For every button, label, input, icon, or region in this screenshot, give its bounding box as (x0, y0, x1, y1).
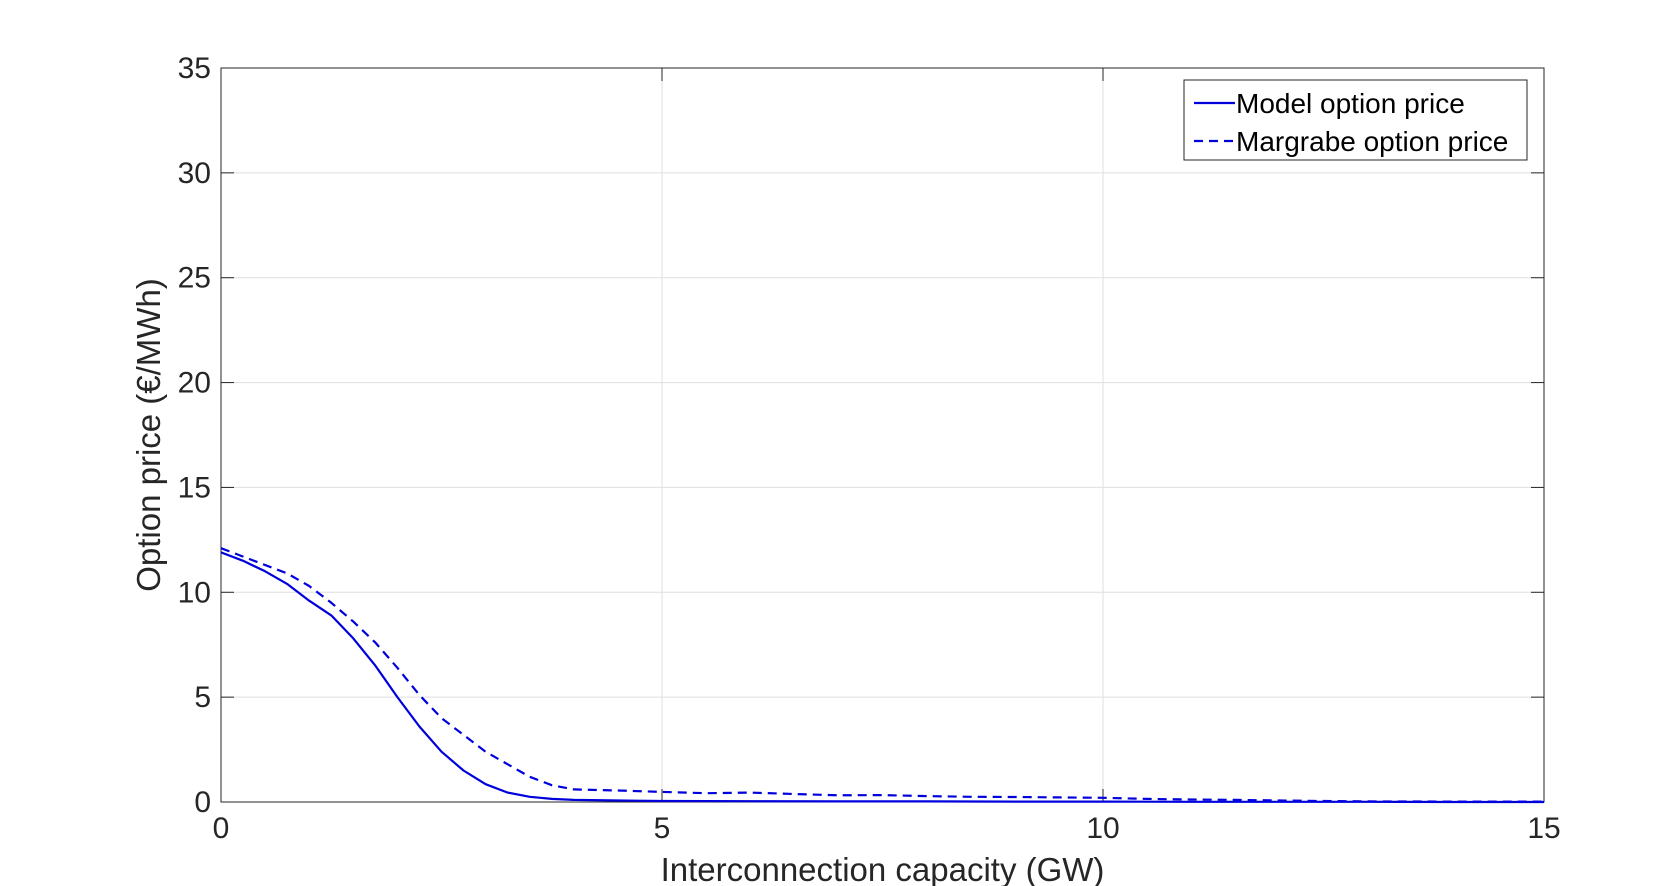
y-tick-label-2: 10 (178, 576, 211, 609)
axis-ticks (220, 67, 1545, 803)
y-tick-label-5: 25 (178, 262, 211, 295)
y-tick-label-0: 0 (194, 786, 211, 819)
y-tick-label-3: 15 (178, 471, 211, 504)
legend-box (1183, 79, 1528, 161)
legend-label-margrabe-option-price: Margrabe option price (1236, 126, 1508, 157)
y-tick-label-1: 5 (194, 681, 211, 714)
legend: Model option price Margrabe option price (1183, 79, 1528, 161)
y-tick-label-4: 20 (178, 367, 211, 400)
series-lines (220, 547, 1544, 804)
x-tick-label-0: 0 (213, 812, 230, 845)
x-tick-label-1: 5 (654, 812, 671, 845)
y-tick-label-7: 35 (178, 52, 211, 85)
series-line-0 (220, 551, 1544, 804)
tick-labels: 0 5 10 15 0 5 10 15 20 25 30 35 (178, 52, 1561, 845)
x-tick-label-3: 15 (1527, 812, 1560, 845)
x-tick-label-2: 10 (1086, 812, 1119, 845)
x-axis-title: Interconnection capacity (GW) (661, 851, 1105, 886)
y-tick-label-6: 30 (178, 157, 211, 190)
y-axis-title: Option price (€/MWh) (130, 278, 167, 592)
series-line-1 (220, 547, 1544, 803)
legend-label-model-option-price: Model option price (1236, 88, 1465, 119)
grid-lines (221, 68, 1544, 802)
plot-frame (220, 67, 1545, 803)
